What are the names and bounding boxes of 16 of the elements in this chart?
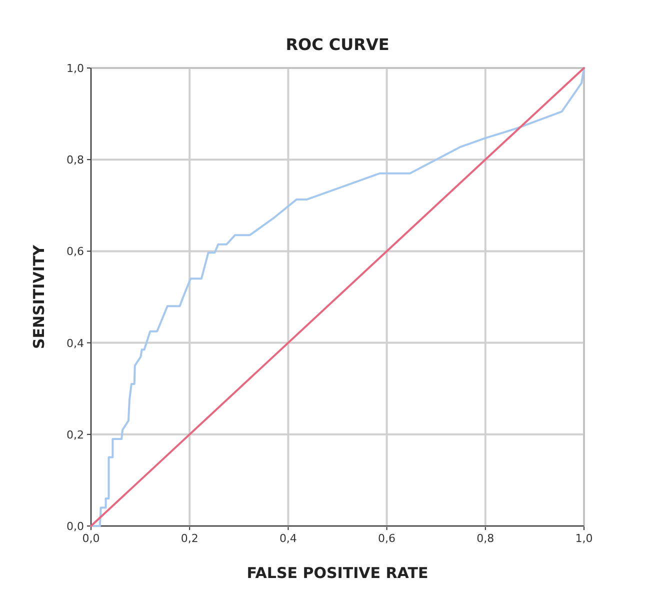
y-tick-label: 1,0 xyxy=(66,62,84,75)
x-tick-label: 0,4 xyxy=(279,532,297,545)
x-tick-label: 0,0 xyxy=(82,532,100,545)
y-tick-label: 0,6 xyxy=(66,245,84,258)
x-tick-label: 0,6 xyxy=(378,532,396,545)
x-tick-label: 1,0 xyxy=(575,532,593,545)
x-tick-label: 0,8 xyxy=(476,532,494,545)
y-tick-label: 0,0 xyxy=(66,520,84,533)
x-axis-title: FALSE POSITIVE RATE xyxy=(246,564,428,582)
line-series xyxy=(90,67,585,527)
y-axis-title: SENSITIVITY xyxy=(30,244,48,350)
chart-title: ROC CURVE xyxy=(286,35,390,54)
x-tick-label: 0,2 xyxy=(180,532,198,545)
y-tick-label: 0,4 xyxy=(66,336,84,350)
y-tick-label: 0,2 xyxy=(66,428,84,442)
y-tick-label: 0,8 xyxy=(66,154,84,167)
